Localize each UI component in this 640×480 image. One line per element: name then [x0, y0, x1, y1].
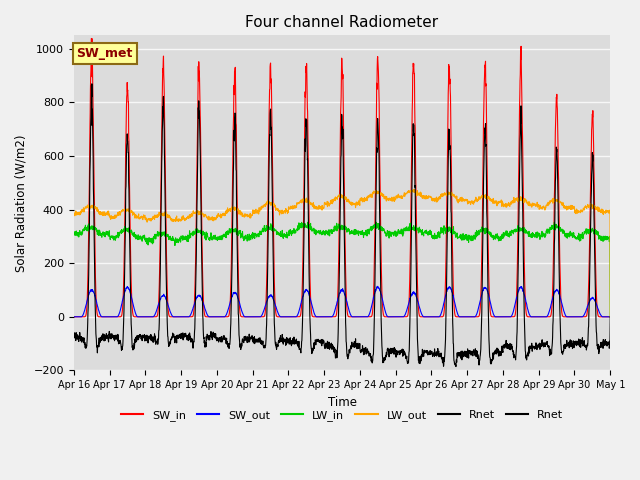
LW_out [70, 212, 77, 217]
LW_out [607, 314, 614, 320]
Legend: SW_in, SW_out, LW_in, LW_out, Rnet, Rnet: SW_in, SW_out, LW_in, LW_out, Rnet, Rnet [116, 406, 568, 425]
LW_out [574, 208, 582, 214]
LW_in [70, 230, 77, 236]
LW_out [498, 204, 506, 209]
LW_in [559, 228, 567, 234]
SW_out [498, 314, 506, 320]
SW_in [498, 314, 506, 320]
SW_in [220, 314, 227, 320]
Y-axis label: Solar Radiation (W/m2): Solar Radiation (W/m2) [15, 134, 28, 272]
SW_out [357, 314, 365, 320]
LW_in [498, 233, 506, 239]
Line: SW_in: SW_in [74, 38, 611, 317]
Rnet [220, 336, 227, 342]
SW_in [70, 314, 77, 320]
LW_in [369, 223, 377, 229]
LW_out [357, 195, 365, 201]
LW_out [369, 191, 377, 197]
Rnet [607, 314, 614, 320]
LW_in [607, 314, 614, 320]
Line: SW_out: SW_out [74, 286, 611, 317]
LW_out [411, 187, 419, 192]
LW_in [372, 219, 380, 225]
SW_in [559, 314, 567, 320]
Rnet [559, 349, 567, 355]
Rnet [499, 347, 506, 353]
Line: LW_in: LW_in [74, 222, 611, 317]
SW_in [369, 300, 377, 306]
Rnet [358, 348, 365, 354]
LW_out [220, 212, 227, 218]
SW_in [88, 36, 95, 41]
LW_in [220, 231, 227, 237]
Line: Rnet: Rnet [74, 84, 611, 367]
LW_in [357, 228, 365, 234]
SW_in [607, 314, 614, 320]
LW_in [574, 233, 582, 239]
X-axis label: Time: Time [328, 396, 356, 408]
Line: LW_out: LW_out [74, 190, 611, 317]
SW_out [373, 283, 381, 289]
Text: SW_met: SW_met [76, 47, 133, 60]
Rnet [574, 341, 582, 347]
SW_out [220, 314, 227, 320]
SW_in [358, 314, 365, 320]
SW_out [574, 314, 582, 320]
SW_out [559, 305, 567, 311]
Rnet [88, 81, 96, 87]
SW_out [607, 314, 614, 320]
LW_out [559, 201, 567, 207]
SW_out [369, 298, 377, 304]
Rnet [452, 364, 460, 370]
SW_out [70, 314, 77, 320]
Title: Four channel Radiometer: Four channel Radiometer [246, 15, 438, 30]
Rnet [70, 333, 77, 338]
SW_in [574, 314, 582, 320]
Rnet [369, 352, 377, 358]
